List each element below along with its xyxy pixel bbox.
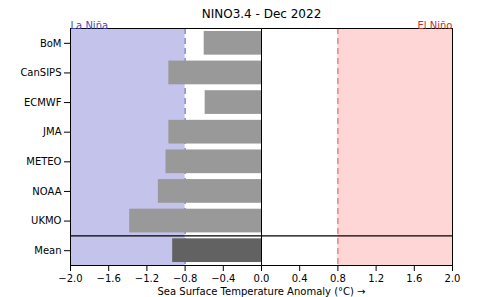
svg-text:NINO3.4 - Dec 2022: NINO3.4 - Dec 2022 bbox=[202, 7, 322, 21]
svg-text:1.2: 1.2 bbox=[368, 273, 384, 284]
svg-text:METEO: METEO bbox=[26, 156, 61, 167]
svg-text:CanSIPS: CanSIPS bbox=[20, 67, 61, 78]
svg-text:0.8: 0.8 bbox=[330, 273, 346, 284]
svg-text:2.0: 2.0 bbox=[445, 273, 461, 284]
svg-text:Sea Surface Temperature Anomal: Sea Surface Temperature Anomaly (°C) → bbox=[158, 286, 366, 297]
svg-text:JMA: JMA bbox=[42, 126, 62, 137]
svg-text:La Niña: La Niña bbox=[71, 20, 109, 31]
svg-text:ECMWF: ECMWF bbox=[24, 97, 62, 108]
svg-text:El Niño: El Niño bbox=[418, 20, 453, 31]
svg-text:NOAA: NOAA bbox=[32, 186, 61, 197]
svg-text:−1.6: −1.6 bbox=[97, 273, 121, 284]
svg-text:0.0: 0.0 bbox=[254, 273, 270, 284]
svg-text:−1.2: −1.2 bbox=[135, 273, 159, 284]
svg-text:1.6: 1.6 bbox=[406, 273, 422, 284]
svg-text:0.4: 0.4 bbox=[292, 273, 308, 284]
svg-text:−2.0: −2.0 bbox=[58, 273, 82, 284]
svg-text:Mean: Mean bbox=[34, 245, 61, 256]
svg-text:BoM: BoM bbox=[40, 38, 62, 49]
svg-text:−0.8: −0.8 bbox=[173, 273, 197, 284]
svg-text:−0.4: −0.4 bbox=[211, 273, 235, 284]
svg-text:UKMO: UKMO bbox=[31, 215, 62, 226]
